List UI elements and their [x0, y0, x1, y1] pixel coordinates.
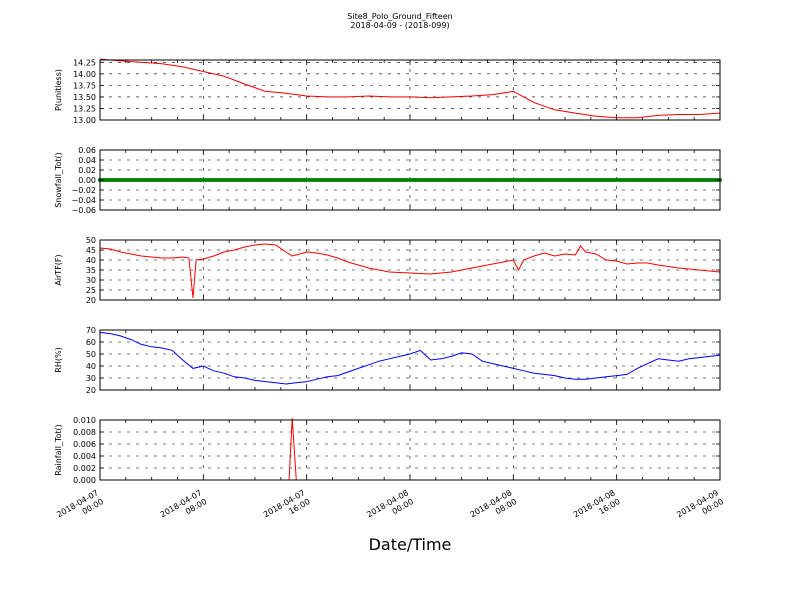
y-tick-label: −0.06 [71, 206, 96, 215]
y-tick-label: 50 [86, 350, 96, 359]
y-tick-label: 0.06 [78, 146, 96, 155]
y-tick-label: 0.002 [73, 464, 96, 473]
series-line [99, 58, 721, 119]
y-tick-label: 0.008 [73, 428, 96, 437]
y-tick-label: 35 [86, 266, 96, 275]
y-tick-label: 45 [86, 246, 96, 255]
y-tick-label: 20 [86, 296, 96, 305]
y-tick-label: 13.50 [73, 93, 96, 102]
y-tick-label: 0.04 [78, 156, 96, 165]
y-axis-label: P(unitless) [54, 69, 63, 111]
y-tick-label: 14.00 [73, 70, 96, 79]
y-tick-label: 30 [86, 276, 96, 285]
panel-1: 13.00 13.25 13.50 13.75 14.00 14.25 P(unitless… [54, 58, 721, 125]
y-tick-label: 30 [86, 374, 96, 383]
panel-4: 20 30 40 50 60 70 RH(%) [54, 326, 721, 395]
x-axis-label: Date/Time [369, 535, 452, 554]
y-tick-label: 0.02 [78, 166, 96, 175]
y-axis-label: Rainfall_Tot() [54, 424, 63, 476]
panel-5: 0.000 0.002 0.004 0.006 0.008 0.010 Rainfall_T… [54, 416, 721, 485]
y-tick-label: −0.02 [71, 186, 96, 195]
y-tick-label: 40 [86, 362, 96, 371]
y-axis-label: Snowfall_Tot() [54, 152, 63, 208]
y-tick-label: 14.25 [73, 58, 96, 67]
y-tick-label: 20 [86, 386, 96, 395]
y-tick-label: 0.00 [78, 176, 96, 185]
y-axis-label: RH(%) [54, 347, 63, 372]
y-tick-label: 25 [86, 286, 96, 295]
chart-title: Site8_Polo_Ground_Fifteen [347, 12, 452, 21]
series-line [99, 243, 721, 299]
y-tick-label: 40 [86, 256, 96, 265]
y-tick-label: 13.25 [73, 104, 96, 113]
y-tick-label: 13.75 [73, 81, 96, 90]
y-tick-label: −0.04 [71, 196, 96, 205]
panel-2: −0.06−0.04−0.020.000.020.040.06 Snowfall_… [54, 146, 722, 215]
y-tick-label: 0.000 [73, 476, 96, 485]
y-tick-label: 0.006 [73, 440, 96, 449]
chart-subtitle: 2018-04-09 - (2018-099) [350, 21, 449, 30]
y-tick-label: 50 [86, 236, 96, 245]
y-tick-label: 70 [86, 326, 96, 335]
y-tick-label: 0.004 [73, 452, 96, 461]
y-axis-label: AirTF(F) [54, 254, 63, 285]
series-line [99, 331, 721, 385]
y-tick-label: 0.010 [73, 416, 96, 425]
y-tick-label: 13.00 [73, 116, 96, 125]
y-tick-label: 60 [86, 338, 96, 347]
